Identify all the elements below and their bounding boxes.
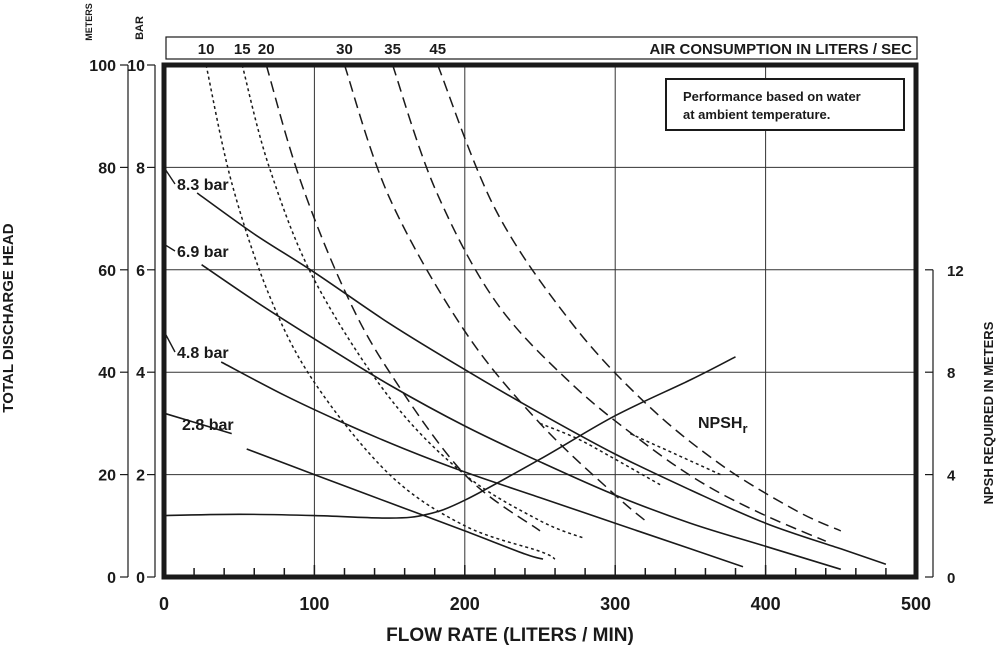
y-tick-label-bar: 10	[127, 58, 145, 75]
npsh-curve-5	[163, 356, 736, 519]
annotation-line-1: Performance based on water	[683, 89, 861, 104]
top-axis-tick-label: 20	[258, 41, 275, 58]
plot-border	[161, 62, 919, 580]
plot-frame	[161, 62, 919, 580]
pressure-label-leader	[163, 167, 176, 185]
air-consumption-curve-12	[539, 422, 661, 486]
top-axis-tick-label: 15	[234, 41, 251, 58]
y-tick-label-bar: 4	[136, 365, 145, 382]
x-axis-title: FLOW RATE (LITERS / MIN)	[386, 625, 634, 645]
top-axis-strip: AIR CONSUMPTION IN LITERS / SEC	[165, 36, 918, 60]
y-tick-label-bar: 2	[136, 468, 145, 485]
air-consumption-curve-10	[391, 64, 827, 542]
y-tick-label-meters: 40	[98, 365, 116, 382]
head-curve-2	[220, 361, 744, 568]
top-axis-box	[165, 36, 918, 60]
npsh-label: NPSHr	[698, 415, 748, 436]
axes: 0 100 200 300 400 500020406080100024681004812…	[89, 41, 963, 614]
annotation-box: Performance based on water at ambient te…	[665, 78, 905, 131]
y-tick-label-meters: 0	[107, 570, 116, 587]
head-curve-0	[196, 192, 887, 565]
grid-lines	[164, 65, 916, 577]
y-tick-label-bar: 8	[136, 160, 145, 177]
air-consumption-curve-6	[205, 64, 556, 560]
y-axis-unit-meters: METERS	[84, 3, 94, 41]
y-tick-label-meters: 60	[98, 263, 116, 280]
x-tick-label: 0	[159, 594, 169, 614]
x-tick-label: 200	[450, 594, 480, 614]
y-axis-title: TOTAL DISCHARGE HEAD	[0, 223, 17, 412]
pressure-label: 8.3 bar	[177, 177, 229, 194]
top-axis-tick-label: 45	[429, 41, 446, 58]
head-curve-4	[246, 448, 544, 560]
y2-axis-title: NPSH REQUIRED IN METERS	[981, 321, 996, 504]
top-axis-tick-label: 30	[336, 41, 353, 58]
y2-tick-label: 0	[947, 570, 955, 587]
head-curve-1	[201, 264, 842, 571]
x-tick-label: 300	[600, 594, 630, 614]
x-tick-label: 100	[299, 594, 329, 614]
top-axis-tick-label: 35	[384, 41, 401, 58]
curves	[163, 64, 887, 571]
x-tick-label: 500	[901, 594, 931, 614]
head-curve-3	[163, 412, 232, 435]
y-tick-label-meters: 100	[89, 58, 116, 75]
y-tick-label-bar: 6	[136, 263, 145, 280]
top-axis-label: AIR CONSUMPTION IN LITERS / SEC	[649, 41, 912, 58]
y-tick-label-meters: 20	[98, 468, 116, 485]
air-consumption-curve-11	[437, 64, 842, 532]
y2-tick-label: 12	[947, 263, 964, 280]
air-consumption-curve-8	[265, 64, 541, 532]
pressure-label: 6.9 bar	[177, 244, 229, 261]
pressure-label-leader	[163, 330, 176, 353]
annotation-line-2: at ambient temperature.	[683, 107, 830, 122]
air-consumption-curve-13	[629, 432, 721, 476]
y-axis-unit-bar: BAR	[134, 16, 146, 40]
pressure-label: 2.8 bar	[182, 417, 234, 434]
air-consumption-curve-9	[343, 64, 646, 522]
top-axis-tick-label: 10	[198, 41, 215, 58]
y-tick-label-bar: 0	[136, 570, 145, 587]
y2-tick-label: 4	[947, 468, 956, 485]
x-tick-label: 400	[751, 594, 781, 614]
y2-tick-label: 8	[947, 365, 955, 382]
pressure-label-leader	[163, 243, 176, 252]
annotation-frame	[665, 78, 905, 131]
pressure-label: 4.8 bar	[177, 345, 229, 362]
curve-labels: 8.3 bar 6.9 bar 4.8 bar 2.8 bar NPSHr	[163, 167, 748, 436]
y-tick-label-meters: 80	[98, 160, 116, 177]
